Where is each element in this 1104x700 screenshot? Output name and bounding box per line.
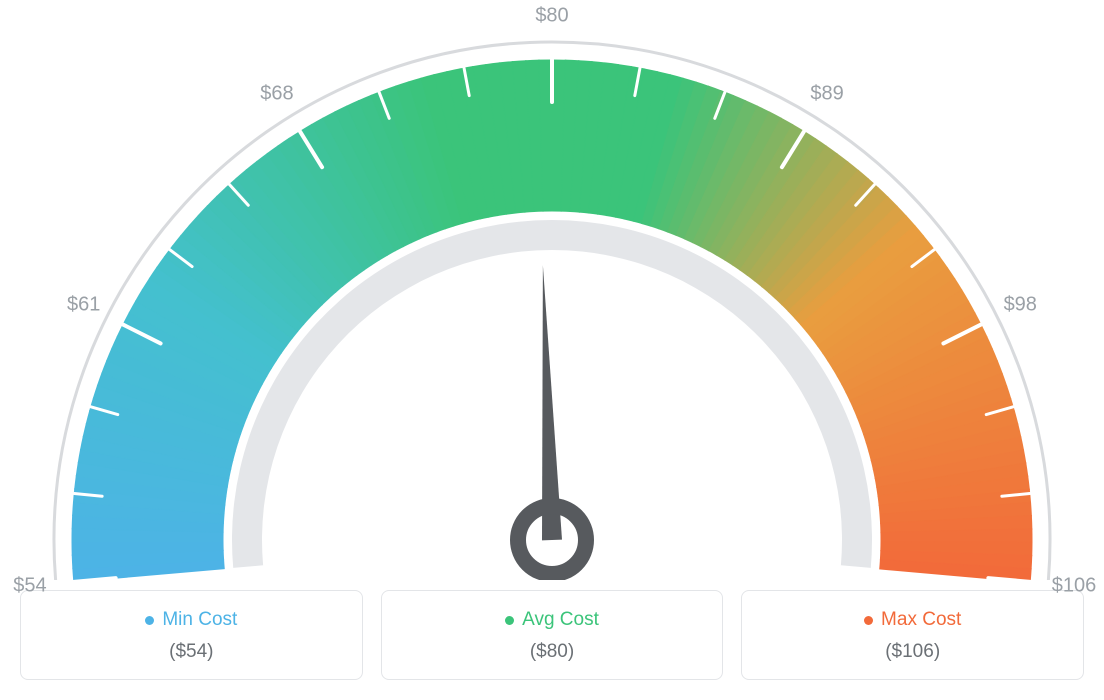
gauge-area: $54$61$68$80$89$98$106 [20, 20, 1084, 580]
legend-value: ($80) [392, 641, 713, 663]
gauge-svg [20, 20, 1084, 580]
tick-label: $54 [13, 574, 46, 597]
legend-row: Min Cost ($54) Avg Cost ($80) Max Cost ($106) [20, 590, 1084, 680]
tick-label: $98 [1004, 293, 1037, 316]
legend-label: Max Cost [881, 609, 961, 631]
legend-card-avg: Avg Cost ($80) [381, 590, 724, 680]
tick-label: $61 [67, 293, 100, 316]
legend-title: Min Cost [145, 609, 237, 631]
legend-card-min: Min Cost ($54) [20, 590, 363, 680]
legend-card-max: Max Cost ($106) [741, 590, 1084, 680]
legend-label: Avg Cost [522, 609, 599, 631]
cost-gauge-widget: $54$61$68$80$89$98$106 Min Cost($54)Avg … [20, 20, 1084, 680]
legend-value: ($106) [752, 641, 1073, 663]
legend-title: Avg Cost [505, 609, 599, 631]
tick-label: $106 [1052, 574, 1097, 597]
legend-dot-icon [505, 616, 514, 625]
tick-label: $80 [535, 5, 568, 28]
legend-title: Max Cost [864, 609, 961, 631]
legend-dot-icon [145, 616, 154, 625]
tick-label: $68 [260, 83, 293, 106]
legend-dot-icon [864, 616, 873, 625]
legend-value: ($54) [31, 641, 352, 663]
legend-label: Min Cost [162, 609, 237, 631]
tick-label: $89 [810, 83, 843, 106]
